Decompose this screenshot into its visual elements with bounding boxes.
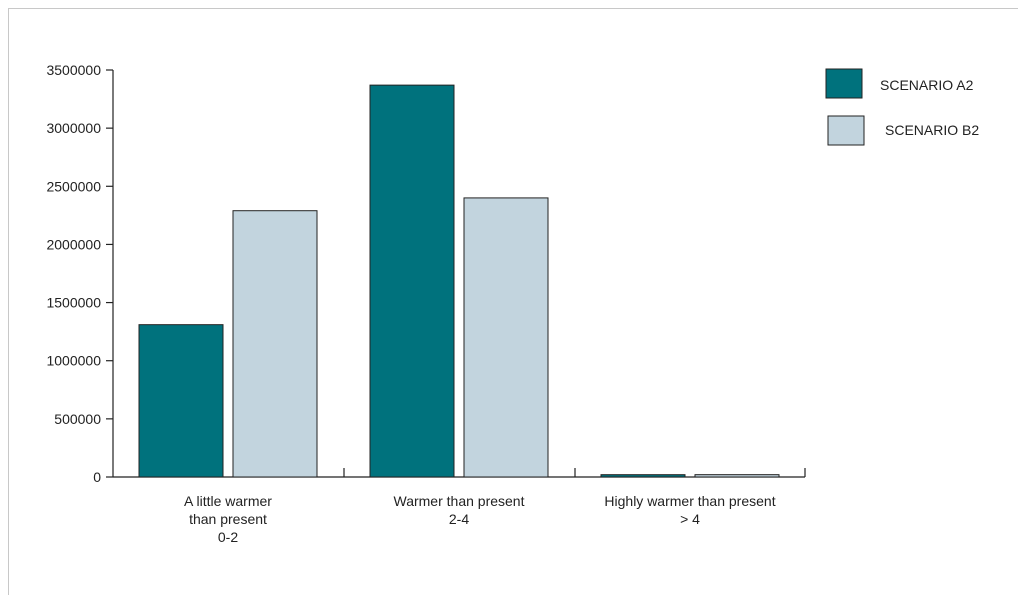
x-category-label-line: 0-2	[218, 529, 238, 545]
bar-scenario-b2	[463, 197, 549, 478]
legend-label: SCENARIO A2	[880, 77, 974, 93]
x-category-label: A little warmer than present 0-2	[184, 493, 272, 545]
y-axis: 0 500000 1000000 1500000 2000000 2500000 30000…	[46, 62, 114, 485]
bar-scenario-a2	[138, 324, 224, 478]
y-tick-label: 1000000	[46, 353, 101, 369]
x-category-label: Highly warmer than present > 4	[604, 493, 775, 527]
x-category-label-line: than present	[189, 511, 267, 527]
y-tick-label: 2500000	[46, 178, 101, 194]
legend-swatch	[827, 115, 865, 146]
y-tick-label: 1500000	[46, 295, 101, 311]
y-tick-label: 0	[93, 469, 101, 485]
y-tick-label: 2000000	[46, 236, 101, 252]
bar-scenario-a2	[369, 84, 455, 478]
bar-scenario-b2	[694, 474, 780, 478]
x-category-label-line: A little warmer	[184, 493, 272, 509]
legend: SCENARIO A2 SCENARIO B2	[825, 68, 979, 146]
legend-swatch	[825, 68, 863, 99]
legend-label: SCENARIO B2	[885, 122, 979, 138]
chart-frame	[8, 8, 1018, 595]
x-category-label: Warmer than present 2-4	[394, 493, 525, 527]
bars	[138, 84, 780, 478]
bar-scenario-a2	[600, 474, 686, 478]
x-category-label-line: 2-4	[449, 511, 469, 527]
y-tick-label: 3500000	[46, 62, 101, 78]
x-axis	[113, 468, 806, 478]
y-tick-label: 500000	[54, 411, 101, 427]
x-category-label-line: Warmer than present	[394, 493, 525, 509]
y-tick-label: 3000000	[46, 120, 101, 136]
category-labels: A little warmer than present 0-2 Warmer tha…	[184, 493, 776, 545]
bar-scenario-b2	[232, 210, 318, 478]
x-category-label-line: Highly warmer than present	[604, 493, 775, 509]
x-category-label-line: > 4	[680, 511, 700, 527]
